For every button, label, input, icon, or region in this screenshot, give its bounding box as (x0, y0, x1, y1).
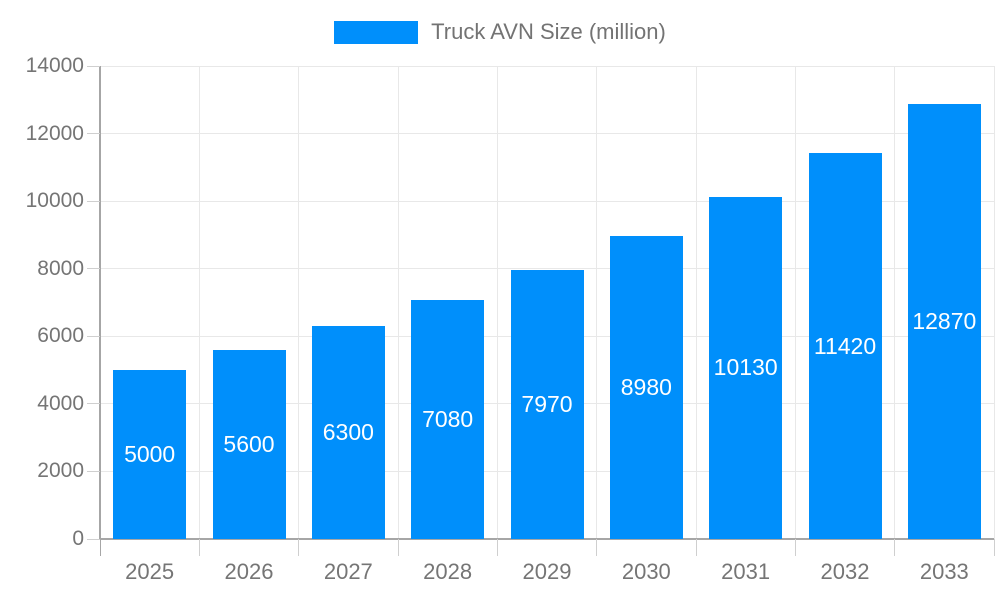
y-axis-tick-label: 8000 (37, 256, 84, 280)
y-axis-tick (87, 335, 100, 337)
gridline-vertical (993, 66, 995, 539)
x-axis-tick-label: 2030 (621, 559, 671, 584)
legend-label: Truck AVN Size (million) (431, 19, 666, 44)
y-axis-tick (87, 470, 100, 472)
y-axis-tick (87, 65, 100, 67)
gridline-vertical (794, 66, 796, 539)
plot-area: 5000 5600 6300 7080 7970 8980 10130 11420 12870 (99, 65, 995, 540)
bar[interactable]: 12870 (907, 104, 981, 539)
bar[interactable]: 11420 (808, 153, 882, 539)
gridline-vertical (298, 66, 300, 539)
bar-value-label: 7080 (422, 405, 474, 432)
gridline-vertical (397, 66, 399, 539)
x-axis-tick-label: 2032 (820, 559, 870, 584)
bar[interactable]: 8980 (609, 235, 683, 539)
x-axis-line (100, 538, 994, 540)
gridline-vertical (894, 66, 896, 539)
bar[interactable]: 5600 (212, 349, 286, 539)
bar-value-label: 8980 (620, 373, 672, 400)
y-axis-tick (87, 133, 100, 135)
bar-value-label: 6300 (322, 419, 374, 446)
y-axis-tick-label: 6000 (37, 324, 84, 348)
x-axis-tick (993, 539, 995, 556)
x-axis-tick (298, 539, 300, 556)
gridline-horizontal (100, 133, 994, 135)
y-axis-tick-label: 4000 (37, 391, 84, 415)
bar-value-label: 5000 (124, 441, 176, 468)
legend-swatch (334, 20, 419, 44)
x-axis-tick (496, 539, 498, 556)
bar-value-label: 11420 (813, 332, 877, 359)
bar[interactable]: 7080 (411, 299, 485, 539)
y-axis-tick-label: 0 (72, 527, 84, 550)
bar[interactable]: 7970 (510, 269, 584, 539)
gridline-horizontal (100, 65, 994, 67)
legend-item[interactable]: Truck AVN Size (million) (0, 17, 1000, 47)
x-axis-tick (794, 539, 796, 556)
x-axis-tick (894, 539, 896, 556)
bar[interactable]: 10130 (709, 196, 783, 539)
gridline-vertical (198, 66, 200, 539)
x-axis-tick (198, 539, 200, 556)
bar-value-label: 7970 (521, 390, 573, 417)
x-axis-tick-label: 2033 (919, 559, 969, 584)
x-axis-tick (596, 539, 598, 556)
x-axis-tick-label: 2031 (721, 559, 771, 584)
x-axis-tick-label: 2026 (224, 559, 274, 584)
bar-value-label: 10130 (713, 354, 778, 381)
y-axis-tick (87, 403, 100, 405)
x-axis-tick (695, 539, 697, 556)
gridline-vertical (596, 66, 598, 539)
y-axis-tick-label: 10000 (25, 189, 84, 213)
x-axis-tick (99, 539, 101, 556)
x-axis-tick-label: 2027 (323, 559, 373, 584)
x-axis-tick-label: 2025 (125, 559, 175, 584)
bar[interactable]: 6300 (311, 326, 385, 539)
bar-value-label: 5600 (223, 430, 275, 457)
x-axis-tick (397, 539, 399, 556)
x-axis-tick-label: 2028 (423, 559, 473, 584)
y-axis-tick-label: 2000 (37, 459, 84, 483)
gridline-vertical (695, 66, 697, 539)
y-axis-tick-label: 12000 (25, 121, 84, 145)
bar-value-label: 12870 (912, 308, 977, 335)
x-axis-tick-label: 2029 (522, 559, 572, 584)
y-axis-tick (87, 538, 100, 540)
gridline-horizontal (100, 268, 994, 270)
y-axis-tick (87, 268, 100, 270)
gridline-horizontal (100, 200, 994, 202)
y-axis-tick-label: 14000 (25, 54, 84, 77)
y-axis-tick (87, 200, 100, 202)
bar[interactable]: 5000 (113, 370, 187, 539)
y-axis-line (99, 66, 101, 539)
gridline-vertical (496, 66, 498, 539)
